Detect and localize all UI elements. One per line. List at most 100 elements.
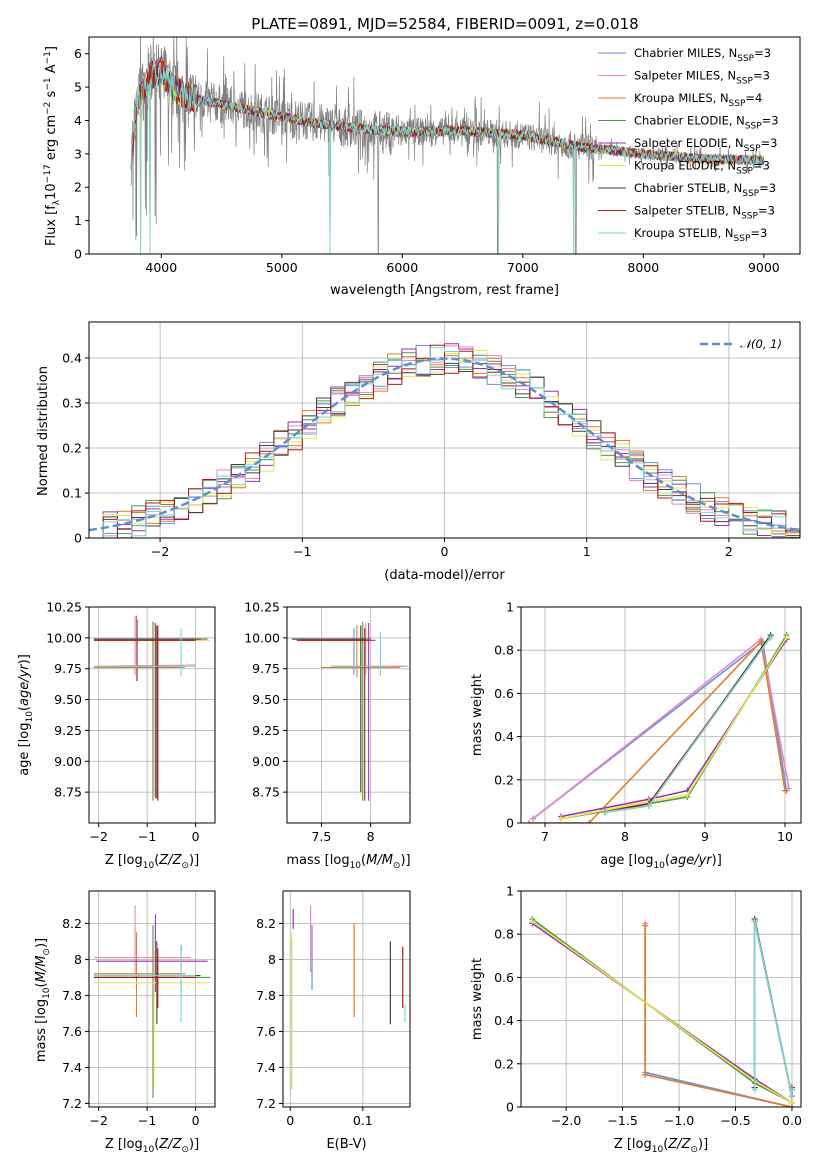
figure-title: PLATE=0891, MJD=52584, FIBERID=0091, z=0… <box>251 15 638 33</box>
label-part: 10 <box>143 861 155 871</box>
x-tick-label: 7 <box>541 829 549 844</box>
y-tick-label: 9.75 <box>252 661 280 676</box>
legend-entry: Salpeter ELODIE, NSSP=3 <box>634 136 777 154</box>
y-tick-label: 8.2 <box>62 916 82 931</box>
label-part: erg cm <box>44 115 59 164</box>
x-tick-label: −2 <box>89 829 107 844</box>
x-tick-label: 10 <box>777 829 793 844</box>
y-tick-label: 0 <box>74 247 82 262</box>
axes-frame <box>88 321 801 539</box>
histogram-series <box>89 347 800 538</box>
axes-frame <box>88 36 801 255</box>
y-tick-label: 7.8 <box>62 988 82 1003</box>
mass_vs_ebv-plot-area <box>291 905 406 1089</box>
x-tick-label: 4000 <box>145 260 177 275</box>
label-part: ( <box>663 1137 668 1152</box>
label-part: =3 <box>762 114 779 128</box>
weight-marker <box>751 918 758 925</box>
y-tick-label: 1 <box>506 600 514 615</box>
axes-frame <box>520 606 802 824</box>
label-part: )] <box>17 654 32 664</box>
label-part: M/M <box>34 956 49 983</box>
label-part: SSP <box>742 189 759 199</box>
x-tick-label: −1.5 <box>607 1113 637 1128</box>
label-part: 10 <box>44 183 59 200</box>
weight-marker <box>526 820 532 823</box>
weight-line <box>644 925 793 1107</box>
y-axis-label: Flux [fλ10−17 erg cm−2 s−1 A−1] <box>43 46 62 246</box>
y-tick-label: 8.2 <box>256 916 276 931</box>
legend-entry: Chabrier ELODIE, NSSP=3 <box>634 114 779 132</box>
legend-entry: Chabrier STELIB, NSSP=3 <box>634 181 776 199</box>
weight-line <box>753 921 793 1097</box>
weight-line <box>560 636 788 820</box>
label-part: )] <box>189 853 199 868</box>
label-part: )] <box>698 1137 708 1152</box>
legend-entry: Salpeter STELIB, NSSP=3 <box>634 204 775 222</box>
x-tick-label: −1 <box>138 1113 156 1128</box>
y-tick-label: 8.75 <box>252 785 280 800</box>
label-part: =3 <box>753 69 770 83</box>
label-part: −2 <box>43 102 53 115</box>
x-tick-label: 0 <box>192 1113 200 1128</box>
weight-marker <box>751 1086 758 1093</box>
y-tick-label: 7.2 <box>256 1096 276 1111</box>
label-part: 10 <box>652 1145 664 1155</box>
y-tick-label: 0.1 <box>62 486 82 501</box>
label-part: Salpeter ELODIE, N <box>634 136 744 150</box>
y-tick-label: 5 <box>74 80 82 95</box>
label-part: ⊙ <box>181 861 189 871</box>
label-part: Z/Z <box>158 1137 182 1152</box>
weight-marker <box>602 809 608 816</box>
label-part: SSP <box>737 54 754 64</box>
y-tick-label: 4 <box>74 113 82 128</box>
y-tick-label: 0 <box>74 531 82 546</box>
label-part: Salpeter MILES, N <box>634 69 736 83</box>
y-tick-label: 3 <box>74 146 82 161</box>
label-part: mass [log <box>34 999 49 1062</box>
x-tick-label: −2 <box>151 544 169 559</box>
x-tick-label: 0 <box>441 544 449 559</box>
x-tick-label: 7.5 <box>311 829 331 844</box>
y-tick-label: 9.25 <box>252 723 280 738</box>
y-tick-label: 9.25 <box>54 723 82 738</box>
label-part: age [log <box>600 853 653 868</box>
spectrum-panel: 4000 5000 6000 7000 8000 9000 0 1 2 3 4 5 6 wavelengt… <box>43 36 801 298</box>
label-part: age [log <box>17 723 32 776</box>
age_vs_Z-panel: −2 −1 0 8.75 9.00 9.25 9.50 9.75 10.00 10.25 Z [lo… <box>17 600 216 871</box>
weight-marker <box>642 1071 649 1078</box>
weight-marker <box>788 1093 795 1100</box>
label-part: SSP <box>729 99 746 109</box>
label-part: Kroupa ELODIE, N <box>634 159 736 173</box>
y-tick-label: 0.3 <box>62 396 82 411</box>
mass_vs_Z-plot-area <box>93 905 211 1098</box>
y-tick-label: 9.75 <box>54 661 82 676</box>
age_vs_mass-panel: 7.5 8 8.75 9.00 9.25 9.50 9.75 10.00 10.25 mass [… <box>244 600 410 872</box>
y-axis-label: mass weight <box>470 674 485 756</box>
x-tick-label: 6000 <box>386 260 418 275</box>
label-part: M/M <box>366 853 393 868</box>
weight-marker <box>788 1099 795 1106</box>
weight-marker <box>642 922 649 929</box>
label-part: SSP <box>736 167 753 177</box>
axes-frame <box>286 606 411 824</box>
x-tick-label: 5000 <box>266 260 298 275</box>
y-tick-label: 0.2 <box>62 441 82 456</box>
x-tick-label: −1 <box>138 829 156 844</box>
y-axis-label: age [log10(age/yr)] <box>17 654 35 776</box>
y-tick-label: 6 <box>74 46 82 61</box>
label-part: 10 <box>42 987 52 999</box>
y-tick-label: 10.25 <box>244 600 280 615</box>
weight_vs_Z-panel: −2.0 −1.5 −1.0 −0.5 0.0 0 0.2 0.4 0.6 0.8 1 Z [log1… <box>470 884 802 1156</box>
label-part: ( <box>665 853 670 868</box>
y-tick-label: 8 <box>268 952 276 967</box>
weight-marker <box>758 638 764 645</box>
y-tick-label: 7.2 <box>62 1096 82 1111</box>
y-tick-label: 7.8 <box>256 988 276 1003</box>
label-part: Chabrier ELODIE, N <box>634 114 745 128</box>
label-part: =3 <box>753 159 770 173</box>
y-tick-label: 7.6 <box>256 1024 276 1039</box>
x-tick-label: −1.0 <box>664 1113 694 1128</box>
label-part: 10 <box>653 861 665 871</box>
